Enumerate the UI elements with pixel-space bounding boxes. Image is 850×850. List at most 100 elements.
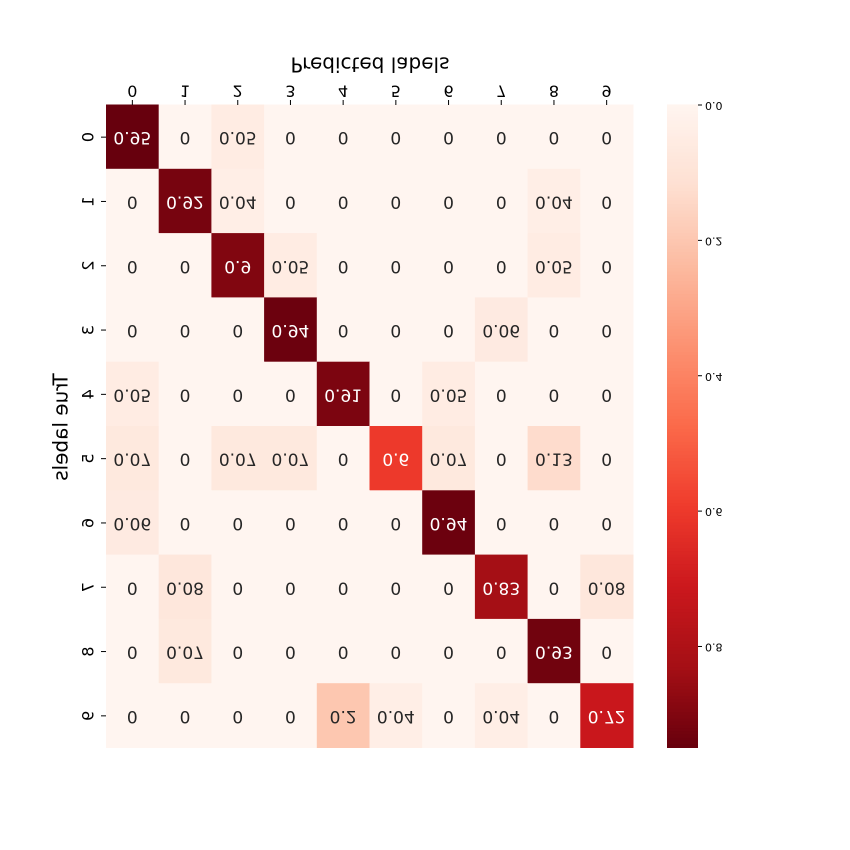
colorbar-segment (667, 261, 698, 266)
cell-label: 0 (390, 577, 401, 597)
colorbar-segment (667, 406, 698, 411)
cell-label: 0 (601, 320, 612, 340)
colorbar-segment (667, 294, 698, 298)
colorbar-segment (667, 290, 698, 295)
colorbar-segment (667, 548, 698, 552)
heatmap-cell (158, 618, 212, 684)
heatmap-cell (106, 297, 160, 363)
colorbar-segment (667, 445, 698, 450)
cell-label: 0 (443, 577, 454, 597)
cell-label: 0.08 (588, 577, 626, 597)
heatmap-cell (422, 426, 476, 491)
colorbar-segment (667, 622, 698, 626)
heatmap-cell (474, 618, 529, 684)
colorbar-segment (667, 615, 698, 620)
colorbar-segment (667, 355, 698, 359)
colorbar-segment (667, 374, 698, 379)
heatmap-cell (580, 361, 634, 427)
colorbar-segment (667, 400, 698, 404)
colorbar-segment (667, 647, 698, 652)
colorbar-segment (667, 506, 698, 511)
colorbar-segment (667, 114, 698, 118)
colorbar-segment (667, 586, 698, 591)
y-tick-label: 4 (79, 389, 98, 399)
heatmap-cell (474, 554, 529, 620)
heatmap-cell (580, 554, 634, 620)
colorbar-segment (667, 255, 698, 260)
colorbar-segment (667, 239, 698, 244)
colorbar-segment (667, 737, 698, 742)
cell-label: 0 (601, 642, 612, 662)
cell-label: 0.05 (430, 384, 468, 404)
cell-label: 0.06 (482, 320, 520, 340)
colorbar-segment (667, 326, 698, 331)
colorbar-segment (667, 268, 698, 273)
cell-label: 0.92 (166, 191, 204, 211)
colorbar-segment (667, 490, 698, 495)
colorbar-tick-label: 0.0 (705, 99, 723, 112)
cell-label: 0 (549, 127, 560, 147)
colorbar-segment (667, 364, 698, 369)
cell-label: 0 (390, 127, 401, 147)
colorbar-segment (667, 435, 698, 440)
colorbar-segment (667, 557, 698, 562)
heatmap-cell (316, 168, 370, 234)
cell-label: 0 (496, 513, 507, 533)
cell-label: 0 (601, 191, 612, 211)
heatmap-cell (474, 426, 529, 491)
heatmap-cell (264, 683, 318, 748)
colorbar-segment (667, 644, 698, 649)
colorbar-segment (667, 142, 698, 147)
cell-label: 0.9 (224, 256, 251, 276)
colorbar-segment (667, 220, 698, 224)
colorbar-segment (667, 287, 698, 292)
colorbar-segment (667, 740, 698, 745)
y-tick-label: 8 (79, 646, 98, 656)
colorbar-segment (667, 233, 698, 237)
cell-label: 0.06 (113, 513, 151, 533)
colorbar-segment (667, 599, 698, 604)
colorbar-segment (667, 564, 698, 568)
colorbar-segment (667, 226, 698, 231)
cell-label: 0 (285, 577, 296, 597)
cell-label: 0 (338, 642, 349, 662)
colorbar-segment (667, 139, 698, 144)
cell-label: 0 (601, 384, 612, 404)
heatmap-cell (369, 233, 423, 298)
heatmap-cell (527, 554, 581, 620)
colorbar-segment (667, 734, 698, 739)
heatmap-cell (158, 490, 212, 556)
colorbar-segment (667, 538, 698, 543)
colorbar-segment (667, 413, 698, 417)
colorbar-segment (667, 728, 698, 732)
cell-label: 0 (443, 320, 454, 340)
colorbar-segment (667, 197, 698, 202)
colorbar-segment (667, 477, 698, 482)
colorbar-segment (667, 123, 698, 128)
colorbar-segment (667, 178, 698, 183)
colorbar-segment (667, 335, 698, 340)
heatmap-cell (316, 683, 370, 748)
heatmap-cell (264, 426, 318, 491)
colorbar-segment (667, 210, 698, 215)
heatmap-cell (474, 104, 529, 170)
colorbar-segment (667, 454, 698, 459)
colorbar-segment (667, 319, 698, 324)
colorbar-segment (667, 120, 698, 125)
heatmap-cell (527, 361, 581, 427)
cell-label: 0.04 (377, 706, 415, 726)
colorbar-segment (667, 589, 698, 594)
colorbar-segment (667, 509, 698, 514)
colorbar-segment (667, 265, 698, 269)
y-tick-label: 6 (79, 518, 98, 528)
colorbar-segment (667, 136, 698, 141)
cell-label: 0.07 (272, 449, 310, 469)
colorbar-segment (667, 213, 698, 218)
colorbar-segment (667, 204, 698, 208)
colorbar-segment (667, 605, 698, 610)
x-tick-label: 7 (496, 82, 506, 101)
colorbar-segment (667, 126, 698, 131)
colorbar-segment (667, 458, 698, 462)
colorbar-segment (667, 699, 698, 703)
